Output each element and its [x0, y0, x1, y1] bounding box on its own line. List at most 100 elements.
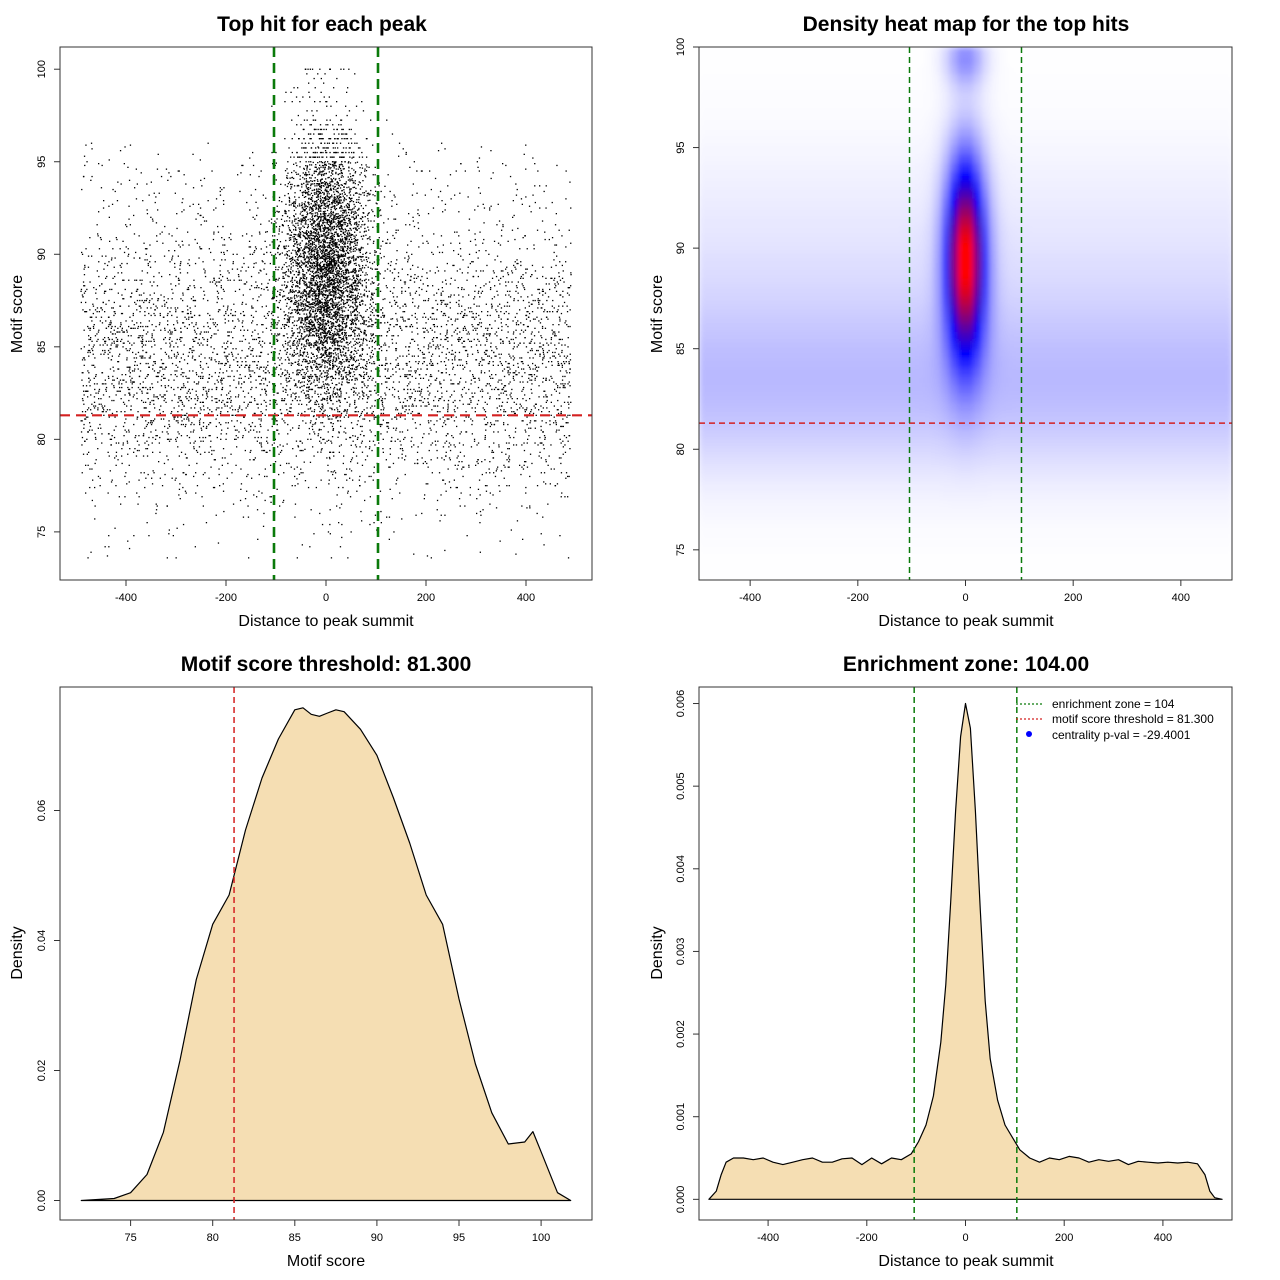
scatter-point: [256, 324, 258, 326]
scatter-point: [206, 392, 208, 394]
scatter-point: [311, 396, 313, 398]
scatter-point: [81, 472, 83, 474]
scatter-point: [373, 472, 375, 474]
scatter-point: [447, 185, 449, 187]
scatter-point: [244, 375, 246, 378]
scatter-point: [524, 411, 526, 413]
scatter-point: [430, 346, 432, 348]
scatter-point: [268, 311, 270, 313]
scatter-point: [564, 496, 566, 498]
scatter-point: [118, 381, 120, 383]
scatter-point: [188, 244, 190, 246]
scatter-point: [326, 414, 328, 416]
scatter-point: [566, 305, 568, 307]
scatter-point: [123, 251, 126, 254]
scatter-point: [409, 292, 411, 294]
scatter-point: [224, 457, 226, 459]
scatter-point: [438, 398, 440, 400]
scatter-point: [195, 218, 197, 220]
scatter-point: [239, 499, 242, 502]
scatter-point: [421, 512, 423, 515]
scatter-point: [256, 299, 259, 302]
scatter-point: [133, 342, 135, 344]
scatter-point: [522, 388, 524, 391]
scatter-point: [538, 385, 540, 387]
scatter-point: [266, 312, 269, 315]
scatter-point: [190, 407, 192, 409]
scatter-point: [467, 353, 469, 355]
scatter-point: [226, 309, 228, 311]
scatter-point: [387, 422, 390, 424]
scatter-point: [375, 335, 377, 337]
scatter-point: [522, 538, 524, 540]
scatter-point: [108, 216, 110, 218]
scatter-point: [526, 407, 528, 409]
scatter-point: [531, 348, 533, 350]
scatter-point: [200, 361, 202, 363]
scatter-point: [346, 401, 348, 403]
scatter-point: [324, 442, 326, 444]
scatter-point: [97, 409, 99, 411]
scatter-point: [364, 385, 366, 387]
scatter-point: [515, 370, 517, 372]
scatter-point: [155, 429, 157, 431]
scatter-point: [375, 303, 377, 305]
scatter-point: [487, 311, 489, 313]
scatter-point: [149, 294, 151, 296]
scatter-point: [404, 473, 406, 476]
scatter-point: [490, 205, 492, 207]
scatter-point: [500, 270, 503, 272]
scatter-point: [507, 466, 509, 468]
scatter-point: [242, 325, 244, 328]
scatter-point: [441, 287, 443, 289]
scatter-point: [100, 353, 102, 355]
scatter-point: [444, 338, 446, 341]
scatter-point: [162, 368, 164, 370]
scatter-point: [342, 370, 344, 372]
scatter-point: [507, 362, 509, 365]
scatter-point: [287, 412, 289, 415]
scatter-point: [137, 411, 139, 413]
scatter-point: [384, 375, 386, 378]
scatter-point: [469, 398, 471, 400]
scatter-point: [396, 418, 398, 420]
scatter-point: [560, 411, 562, 413]
scatter-point: [425, 483, 427, 485]
scatter-point: [308, 307, 310, 309]
scatter-point: [146, 455, 149, 457]
scatter-point: [421, 351, 424, 354]
scatter-point: [462, 296, 464, 298]
scatter-point: [129, 448, 131, 450]
scatter-point: [255, 355, 258, 357]
scatter-point: [431, 442, 434, 444]
scatter-point: [138, 444, 140, 446]
scatter-point: [197, 396, 199, 398]
scatter-point: [504, 466, 506, 468]
scatter-point: [172, 292, 174, 294]
scatter-point: [283, 420, 285, 422]
scatter-point: [134, 448, 136, 450]
scatter-point: [297, 483, 299, 485]
scatter-point: [301, 544, 303, 546]
scatter-point: [149, 403, 151, 405]
scatter-point: [467, 355, 469, 357]
scatter-point: [453, 383, 455, 385]
scatter-point: [500, 470, 503, 472]
scatter-point: [551, 329, 553, 331]
scatter-point: [448, 351, 450, 354]
scatter-point: [517, 262, 519, 265]
scatter-point: [517, 292, 519, 294]
scatter-point: [237, 274, 240, 276]
scatter-point: [300, 374, 303, 376]
scatter-point: [153, 192, 155, 194]
scatter-point: [112, 188, 114, 191]
scatter-point: [402, 368, 404, 370]
scatter-point: [503, 375, 506, 378]
scatter-point: [259, 340, 261, 342]
scatter-point: [152, 364, 154, 366]
scatter-point: [416, 322, 418, 324]
scatter-point: [193, 279, 195, 281]
scatter-point: [372, 353, 374, 355]
scatter-point: [191, 388, 194, 391]
scatter-point: [230, 396, 232, 398]
